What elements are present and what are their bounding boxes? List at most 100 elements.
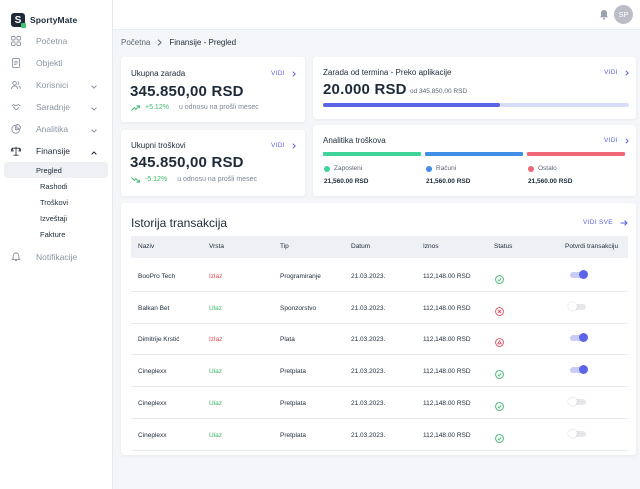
cell-naziv: Cineplexx bbox=[138, 399, 167, 407]
category-bar-0 bbox=[323, 152, 421, 156]
bell-icon bbox=[11, 252, 21, 262]
confirm-transaction-toggle[interactable] bbox=[570, 365, 588, 375]
category-bar-2 bbox=[527, 152, 625, 156]
sidebar: S SportyMate Početna Objekti Korisnici Sara… bbox=[0, 0, 113, 489]
category-bar-1 bbox=[425, 152, 523, 156]
sidebar-item-korisnici[interactable]: Korisnici bbox=[0, 74, 112, 96]
sidebar-item-notifikacije[interactable]: Notifikacije bbox=[0, 246, 112, 268]
category-value: 21,560.00 RSD bbox=[324, 178, 369, 185]
confirm-transaction-toggle[interactable] bbox=[570, 333, 588, 343]
expense-analytics-card: Analitika troškova VIDI Zaposleni 21,560.… bbox=[313, 125, 636, 196]
grid-icon bbox=[11, 36, 21, 46]
chevron-down-icon bbox=[91, 103, 97, 113]
breadcrumb-root[interactable]: Početna bbox=[121, 38, 151, 47]
view-bookings-link[interactable]: VIDI bbox=[604, 69, 629, 76]
column-header: Vrsta bbox=[209, 243, 224, 250]
legend-dot bbox=[426, 165, 432, 172]
cell-datum: 21.03.2023. bbox=[351, 368, 386, 376]
app-bookings-income-card: Zarada od termina - Preko aplikacije VID… bbox=[313, 57, 636, 119]
income-value: 345.850,00 RSD bbox=[130, 83, 244, 100]
chevron-right-icon bbox=[158, 39, 163, 46]
sidebar-item-analitika[interactable]: Analitika bbox=[0, 118, 112, 140]
app-name: SportyMate bbox=[30, 15, 78, 25]
confirm-transaction-toggle[interactable] bbox=[568, 396, 586, 406]
view-expenses-link[interactable]: VIDI bbox=[271, 142, 296, 149]
toggle-knob bbox=[579, 333, 588, 343]
sidebar-subitem-rashodi[interactable]: Rashodi bbox=[40, 181, 68, 191]
column-header: Datum bbox=[351, 243, 371, 250]
bookings-progress-track bbox=[323, 103, 629, 107]
sidebar-item-početna[interactable]: Početna bbox=[0, 30, 112, 52]
table-row[interactable]: Cineplexx Ulaz Pretplata 21.03.2023. 112,148… bbox=[131, 420, 628, 451]
trend-down-icon bbox=[131, 176, 140, 183]
toggle-knob bbox=[568, 428, 577, 438]
avatar[interactable]: SP bbox=[614, 5, 633, 24]
cell-datum: 21.03.2023. bbox=[351, 399, 386, 407]
cell-iznos: 112,148.00 RSD bbox=[423, 399, 471, 407]
cell-naziv: Cineplexx bbox=[138, 368, 167, 376]
cell-naziv: BooPro Tech bbox=[138, 273, 176, 280]
status-approved-icon bbox=[495, 398, 504, 411]
sidebar-item-label: Saradnje bbox=[36, 102, 71, 112]
chevron-right-icon bbox=[292, 142, 296, 149]
sidebar-nav: Početna Objekti Korisnici Saradnje Analitika… bbox=[0, 30, 112, 268]
category-name: Zaposleni bbox=[334, 165, 363, 172]
category-legend-2: Ostalo bbox=[528, 165, 557, 172]
table-row[interactable]: Cineplexx Ulaz Pretplata 21.03.2023. 112,148… bbox=[131, 356, 628, 388]
table-row[interactable]: BooPro Tech Izlaz Programiranje 21.03.2023.… bbox=[131, 261, 628, 292]
cell-tip: Sponzorstvo bbox=[280, 304, 317, 312]
sidebar-item-label: Korisnici bbox=[36, 80, 69, 90]
cell-datum: 21.03.2023. bbox=[351, 304, 386, 312]
cell-tip: Pretplata bbox=[280, 431, 307, 439]
column-header: Tip bbox=[280, 243, 289, 250]
bell-icon[interactable] bbox=[599, 9, 609, 20]
cell-tip: Plata bbox=[280, 336, 295, 344]
card-label: Analitika troškova bbox=[323, 136, 386, 145]
toggle-knob bbox=[579, 270, 588, 279]
expenses-value: 345.850,00 RSD bbox=[130, 154, 244, 171]
cell-tip: Pretplata bbox=[280, 368, 307, 376]
sidebar-item-label: Analitika bbox=[36, 124, 69, 134]
card-label: Zarada od termina - Preko aplikacije bbox=[323, 68, 452, 77]
total-expenses-card: Ukupni troškovi VIDI 345.850,00 RSD -5.1… bbox=[121, 130, 305, 196]
trend-up-icon bbox=[131, 104, 140, 111]
column-header: Iznos bbox=[423, 243, 439, 250]
sidebar-subitem-fakture[interactable]: Fakture bbox=[40, 229, 66, 239]
sidebar-item-finansije[interactable]: Finansije bbox=[0, 140, 112, 162]
sidebar-item-label: Finansije bbox=[36, 146, 71, 156]
confirm-transaction-toggle[interactable] bbox=[568, 428, 586, 438]
cell-vrsta: Ulaz bbox=[209, 399, 223, 407]
cell-naziv: Cineplexx bbox=[138, 431, 167, 439]
link-label: VIDI bbox=[604, 69, 618, 76]
table-row[interactable]: Cineplexx Ulaz Pretplata 21.03.2023. 112,148… bbox=[131, 388, 628, 419]
transactions-title: Istorija transakcija bbox=[131, 216, 228, 230]
sidebar-subitem-troškovi[interactable]: Troškovi bbox=[40, 197, 69, 207]
delta-note: u odnosu na prošli mesec bbox=[177, 176, 257, 183]
cell-datum: 21.03.2023. bbox=[351, 431, 386, 439]
view-all-transactions-link[interactable]: VIDI SVE bbox=[583, 219, 628, 226]
bookings-value: 20.000 RSD bbox=[323, 81, 407, 98]
app-logo[interactable]: S SportyMate bbox=[0, 0, 112, 30]
sidebar-item-objekti[interactable]: Objekti bbox=[0, 52, 112, 74]
chevron-right-icon bbox=[292, 70, 296, 77]
delta-percent: -5.12% bbox=[145, 176, 168, 183]
status-approved-icon bbox=[495, 366, 504, 379]
document-icon bbox=[11, 58, 21, 68]
view-analytics-link[interactable]: VIDI bbox=[604, 137, 629, 144]
link-label: VIDI SVE bbox=[583, 219, 613, 226]
table-row[interactable]: Dimitrije Krstić Izlaz Plata 21.03.2023. 112… bbox=[131, 324, 628, 356]
arrow-right-icon bbox=[620, 219, 628, 226]
chevron-down-icon bbox=[91, 125, 97, 135]
sidebar-item-label: Objekti bbox=[36, 58, 63, 68]
table-row[interactable]: Balkan Bet Ulaz Sponzorstvo 21.03.2023. 112,… bbox=[131, 293, 628, 324]
sidebar-subitem-izveštaji[interactable]: Izveštaji bbox=[40, 213, 68, 223]
confirm-transaction-toggle[interactable] bbox=[568, 301, 586, 311]
toggle-knob bbox=[568, 301, 577, 311]
sidebar-item-saradnje[interactable]: Saradnje bbox=[0, 96, 112, 118]
confirm-transaction-toggle[interactable] bbox=[570, 270, 588, 279]
card-label: Ukupni troškovi bbox=[131, 141, 186, 150]
view-income-link[interactable]: VIDI bbox=[271, 70, 296, 77]
sidebar-subitem-pregled[interactable]: Pregled bbox=[4, 162, 108, 178]
cell-vrsta: Ulaz bbox=[209, 304, 223, 312]
toggle-knob bbox=[568, 396, 577, 406]
